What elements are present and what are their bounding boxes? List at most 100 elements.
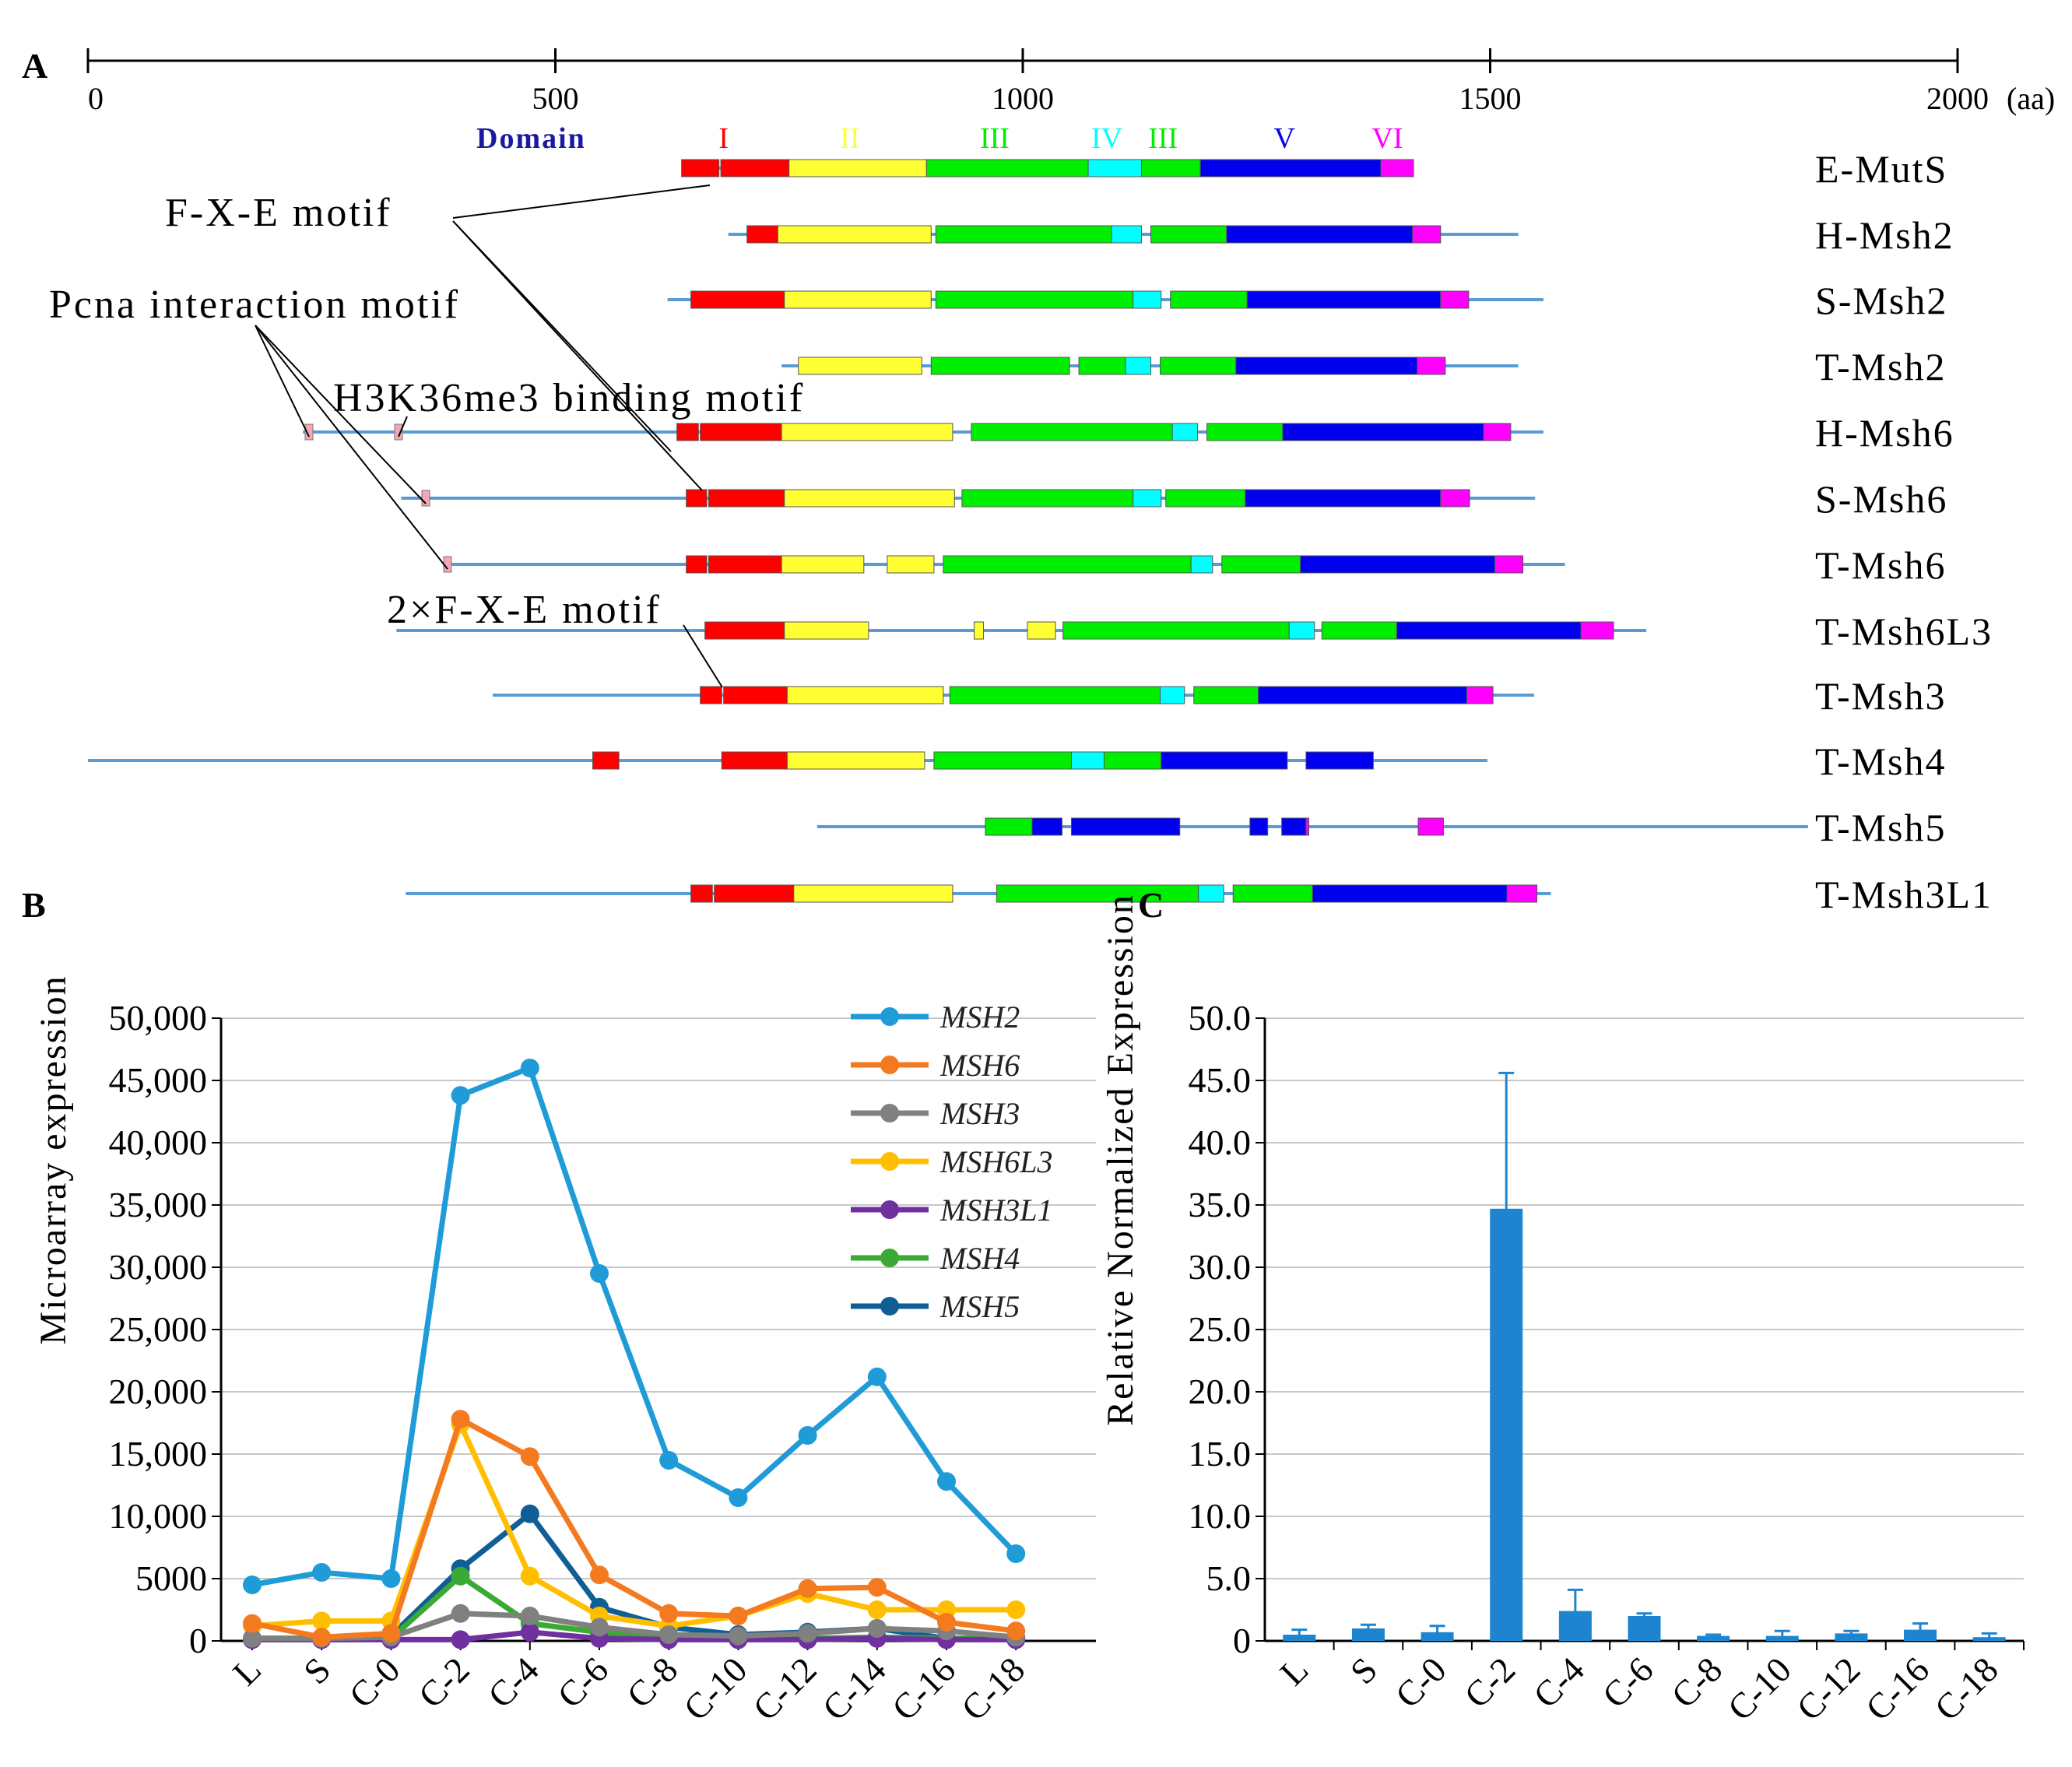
- x-tick-label: C-4: [480, 1649, 546, 1716]
- series-msh6-point: [659, 1604, 679, 1623]
- protein-name: H-Msh6: [1815, 411, 1954, 455]
- domain-iii-segment: [985, 817, 1033, 836]
- x-tick-label: C-12: [746, 1649, 824, 1728]
- h3k36-motif-label: H3K36me3 binding motif: [333, 376, 805, 420]
- y-tick-label: 50.0: [1189, 998, 1252, 1038]
- series-msh6l3-point: [867, 1600, 887, 1619]
- protein-name: T-Msh6L3: [1815, 609, 1993, 653]
- domain-iv-segment: [1125, 357, 1152, 375]
- y-tick-label: 0: [1233, 1621, 1251, 1660]
- domain-iii-segment: [1170, 290, 1248, 309]
- domain-title: Domain: [476, 122, 586, 155]
- series-msh5-point: [520, 1504, 539, 1523]
- protein-name: E-MutS: [1815, 147, 1947, 191]
- panel-b: B 0 5000 10,000 15,000 20,000 25,000 30,000 35,…: [22, 885, 1096, 1728]
- domain-v-segment: [1246, 290, 1442, 309]
- domain-v-segment: [1070, 817, 1181, 836]
- domain-ii-segment: [781, 423, 953, 441]
- domain-iii-segment: [1103, 751, 1162, 770]
- domain-ii-segment: [793, 884, 953, 903]
- x-tick-label: C-6: [550, 1649, 616, 1716]
- domain-ii-segment: [781, 555, 865, 574]
- y-tick-label: 20,000: [109, 1372, 208, 1411]
- protein-row: T-Msh4: [88, 739, 1945, 783]
- series-msh2-point: [798, 1426, 817, 1445]
- domain-iv-segment: [1087, 159, 1143, 177]
- domain-v-segment: [1312, 884, 1508, 903]
- domain-iv-segment: [1070, 751, 1104, 770]
- domain-iii-segment: [1150, 225, 1227, 244]
- protein-name: T-Msh3: [1815, 674, 1947, 718]
- domain-label: I: [718, 122, 729, 155]
- protein-row: S-Msh2: [667, 279, 1946, 322]
- protein-row: T-Msh6: [443, 543, 1945, 587]
- domain-iv-segment: [1133, 290, 1162, 309]
- domain-iv-segment: [1133, 489, 1162, 508]
- y-tick-label: 35,000: [109, 1185, 208, 1224]
- protein-row: S-Msh6: [401, 477, 1947, 521]
- x-tick-label: C-18: [1927, 1649, 2006, 1728]
- domain-iii-segment: [949, 686, 1161, 704]
- x-tick-label: C-16: [884, 1649, 963, 1728]
- scale-tick-label: 1500: [1459, 81, 1522, 116]
- protein-name: T-Msh3L1: [1815, 873, 1993, 916]
- protein-row: T-Msh2: [781, 345, 1945, 388]
- domain-iii-segment: [1078, 357, 1126, 375]
- domain-i-segment: [686, 555, 708, 574]
- domain-ii-segment: [786, 751, 925, 770]
- domain-i-segment: [690, 884, 713, 903]
- domain-iii-segment: [961, 489, 1134, 508]
- series-msh3-point: [798, 1624, 817, 1643]
- x-tick-label: C-2: [411, 1649, 477, 1716]
- legend-entry: MSH6L3: [939, 1144, 1052, 1179]
- domain-vi-segment: [1580, 621, 1614, 640]
- series-msh4-point: [451, 1566, 470, 1586]
- domain-iii-segment: [935, 225, 1112, 244]
- series-msh2-point: [659, 1451, 679, 1470]
- domain-ii-segment: [974, 621, 985, 640]
- series-msh2-point: [1006, 1544, 1026, 1563]
- domain-ii-segment: [798, 357, 922, 375]
- y-tick-label: 5000: [135, 1558, 207, 1598]
- fxe2-leader: [683, 624, 723, 688]
- scale-tick-label: 500: [532, 81, 579, 116]
- series-msh2-point: [867, 1367, 887, 1386]
- pcna-motif-box: [304, 423, 314, 441]
- domain-vi-segment: [1412, 225, 1442, 244]
- domain-iii-segment: [930, 357, 1070, 375]
- domain-v-segment: [1161, 751, 1288, 770]
- domain-iv-segment: [1198, 884, 1224, 903]
- domain-ii-segment: [784, 621, 869, 640]
- y-tick-label: 5.0: [1206, 1558, 1252, 1598]
- protein-row: T-Msh5: [817, 806, 1947, 849]
- domain-vi-segment: [1506, 884, 1538, 903]
- x-tick-label: C-10: [676, 1649, 754, 1728]
- panel-a-label: A: [22, 46, 47, 86]
- annotation-leaders: [255, 184, 723, 688]
- protein-name: T-Msh5: [1815, 806, 1947, 849]
- line-chart: 0 5000 10,000 15,000 20,000 25,000 30,000 35,00…: [109, 998, 1096, 1728]
- domain-ii-segment: [784, 489, 955, 508]
- panel-a: A 0 500 1000 1500 2000 (aa) Domain I II III IV I…: [22, 46, 2055, 916]
- line-chart-ylabel: Microarray expression: [33, 975, 74, 1344]
- y-tick-label: 30,000: [109, 1247, 208, 1287]
- series-msh3-point: [243, 1628, 262, 1648]
- domain-i-segment: [681, 159, 720, 177]
- protein-name: S-Msh6: [1815, 477, 1947, 521]
- legend-entry: MSH5: [939, 1289, 1020, 1324]
- x-tick-label: C-16: [1858, 1649, 1937, 1728]
- pcna-motif-label: Pcna interaction motif: [49, 283, 460, 327]
- series-msh6l3-point: [312, 1611, 332, 1631]
- domain-i-segment: [700, 686, 722, 704]
- domain-ii-segment: [786, 686, 944, 704]
- series-msh3-line: [252, 1611, 1017, 1642]
- fxe-leader-emuts: [452, 184, 711, 219]
- pcna-leader-tmsh6: [255, 325, 448, 570]
- y-tick-label: 35.0: [1189, 1185, 1252, 1224]
- domain-iii-segment: [1165, 489, 1246, 508]
- y-tick-label: 10,000: [109, 1496, 208, 1536]
- panel-c: C 0 5.0 10.0 15.0 20.0 25.0 30.0 35.0 40.0 45.0 50…: [1100, 885, 2025, 1728]
- series-msh6l3-line: [251, 1421, 1017, 1629]
- h3k36-leader: [398, 416, 408, 437]
- y-tick-label: 20.0: [1189, 1372, 1252, 1411]
